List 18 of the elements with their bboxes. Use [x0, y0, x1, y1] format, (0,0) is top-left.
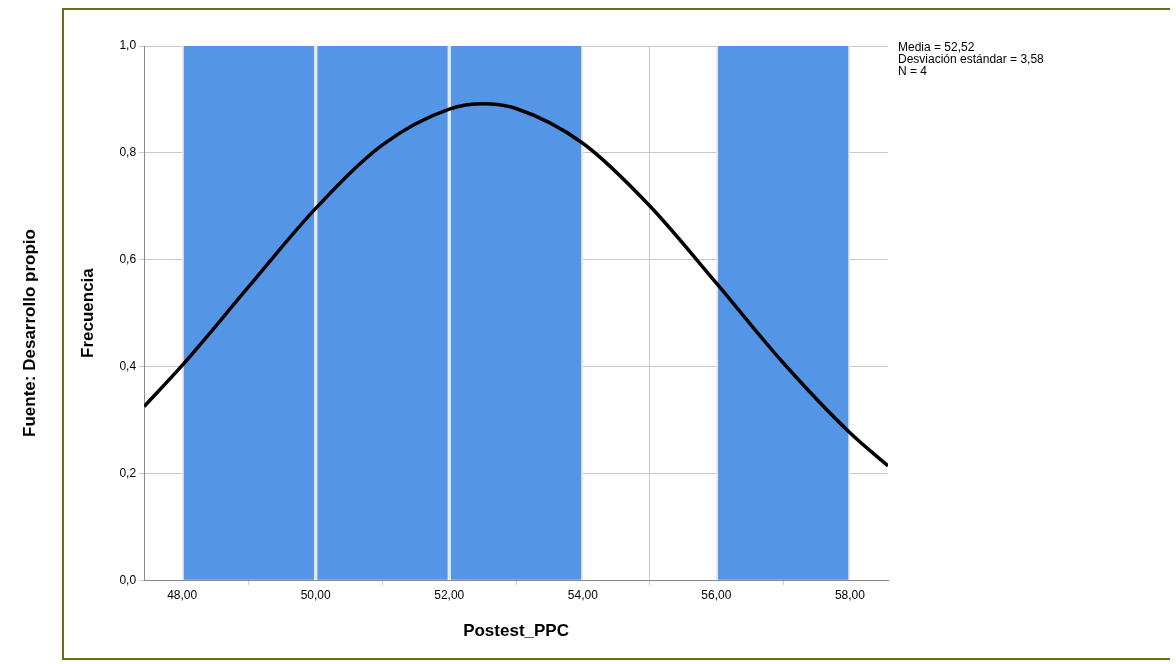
x-axis-title: Postest_PPC [463, 621, 569, 641]
text: Media = 52,52 [898, 40, 975, 55]
x-tick-label: 58,00 [834, 587, 866, 602]
y-tick-label: 1,0 [119, 38, 137, 53]
text: Desviación estándar = 3,58 [898, 52, 1045, 67]
x-tick-label: 50,00 [300, 587, 332, 602]
text: N = 4 [898, 64, 928, 79]
y-tick-label: 0,8 [119, 145, 137, 160]
x-tick-label: 54,00 [567, 587, 599, 602]
y-tick-label: 0,0 [119, 572, 137, 587]
x-tick-label: 56,00 [701, 587, 732, 602]
x-tick-label: 48,00 [167, 587, 198, 602]
x-tick-label: 52,00 [434, 587, 465, 602]
source-note: Fuente: Desarrollo propio [20, 229, 40, 437]
y-tick-label: 0,4 [119, 358, 137, 373]
y-tick-label: 0,2 [119, 465, 137, 480]
y-tick-label: 0,6 [119, 251, 137, 266]
y-axis-title: Frecuencia [77, 267, 97, 358]
